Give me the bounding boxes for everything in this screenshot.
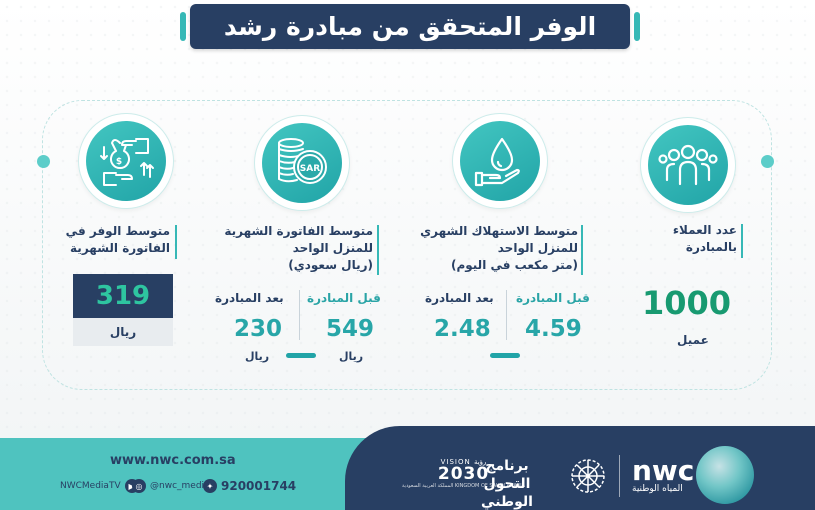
- panel-dot-left: [37, 155, 50, 168]
- customers-label: عدد العملاء بالمبادرة: [617, 222, 737, 256]
- title-banner: الوفر المتحقق من مبادرة رشد: [180, 4, 640, 49]
- customers-label-line1: عدد العملاء: [672, 223, 737, 237]
- water-drop-hand-icon: [474, 137, 520, 187]
- bill-label-bar: [377, 225, 379, 275]
- bill-decor-bar: [286, 353, 316, 358]
- customers-label-line2: بالمبادرة: [685, 240, 737, 254]
- bill-label-line2: للمنزل الواحد: [292, 241, 373, 255]
- consumption-after-value: 2.48: [434, 316, 491, 342]
- bill-before-label: قبل المبادرة: [307, 291, 381, 305]
- svg-text:SAR: SAR: [300, 164, 320, 174]
- consumption-icon-circle: [452, 113, 548, 209]
- page-title: الوفر المتحقق من مبادرة رشد: [223, 12, 597, 41]
- savings-value-box: 319 ريال: [73, 274, 173, 346]
- panel-dot-right: [761, 155, 774, 168]
- twitter-phone[interactable]: ✦ 920001744: [203, 479, 296, 493]
- stats-panel: [42, 100, 772, 390]
- vision-subtitle: المملكة العربية السعودية KINGDOM OF SAUD…: [402, 483, 526, 489]
- consumption-label-line1: متوسط الاستهلاك الشهري: [420, 224, 578, 238]
- consumption-label-bar: [581, 225, 583, 275]
- bill-label-line1: متوسط الفاتورة الشهرية: [224, 224, 373, 238]
- bill-label: متوسط الفاتورة الشهرية للمنزل الواحد (ري…: [203, 223, 373, 274]
- youtube-handle[interactable]: NWCMediaTV ▶: [60, 479, 139, 493]
- consumption-before-value: 4.59: [525, 316, 582, 342]
- nwc-arabic-name: المياه الوطنية: [632, 484, 683, 494]
- sar-coins-icon: SAR: [278, 138, 327, 184]
- consumption-label: متوسط الاستهلاك الشهري للمنزل الواحد (مت…: [408, 223, 578, 274]
- consumption-after-label: بعد المبادرة: [425, 291, 494, 305]
- ntp-emblem-icon: [571, 459, 605, 493]
- consumption-label-line3: (متر مكعب في اليوم): [450, 258, 578, 272]
- savings-label-line1: متوسط الوفر في: [65, 224, 170, 238]
- instagram-icon: ◎: [132, 479, 146, 493]
- bill-after-unit: ريال: [245, 350, 270, 363]
- logo-separator: [619, 455, 620, 497]
- consumption-separator: [506, 290, 507, 340]
- website-link[interactable]: www.nwc.com.sa: [110, 453, 236, 468]
- bill-before-unit: ريال: [339, 350, 364, 363]
- nwc-wordmark: nwc: [632, 454, 695, 487]
- ntp-line1: برنامج التحول: [483, 458, 531, 492]
- consumption-label-line2: للمنزل الواحد: [497, 241, 578, 255]
- consumption-decor-bar: [490, 353, 520, 358]
- nwc-logo: nwc المياه الوطنية: [632, 454, 695, 495]
- bill-after-label: بعد المبادرة: [215, 291, 284, 305]
- savings-label-line2: الفاتورة الشهرية: [70, 241, 170, 255]
- savings-icon-circle: $: [78, 113, 174, 209]
- customers-unit: عميل: [677, 333, 709, 347]
- customers-value: 1000: [642, 284, 732, 322]
- bill-separator: [299, 290, 300, 340]
- bill-before-value: 549: [326, 316, 375, 342]
- svg-text:$: $: [116, 157, 122, 167]
- phone-number: 920001744: [221, 479, 297, 493]
- money-exchange-icon: $: [100, 138, 154, 186]
- vision-2030-logo: VISION رؤية 2030 المملكة العربية السعودي…: [402, 458, 525, 489]
- nwc-drop-icon: [696, 446, 754, 504]
- vision-year: 2030: [437, 464, 490, 484]
- consumption-before-label: قبل المبادرة: [516, 291, 590, 305]
- instagram-handle[interactable]: ◎ @nwc_media: [132, 479, 210, 493]
- customers-label-bar: [741, 224, 743, 258]
- bill-icon-circle: SAR: [254, 115, 350, 211]
- savings-value: 319: [95, 281, 151, 311]
- savings-label-bar: [175, 225, 177, 259]
- instagram-handle-text: @nwc_media: [150, 481, 210, 491]
- twitter-icon: ✦: [203, 479, 217, 493]
- bill-label-line3: (ريال سعودي): [288, 258, 373, 272]
- savings-unit: ريال: [109, 325, 137, 339]
- vision-label: VISION رؤية: [440, 458, 487, 466]
- savings-label: متوسط الوفر في الفاتورة الشهرية: [50, 223, 170, 257]
- people-group-icon: [658, 144, 718, 186]
- ntp-line2: الوطني: [481, 494, 533, 510]
- youtube-handle-text: NWCMediaTV: [60, 481, 121, 491]
- ntp-logo-text: برنامج التحول الوطني: [472, 457, 542, 510]
- bill-after-value: 230: [234, 316, 283, 342]
- customers-icon-circle: [640, 117, 736, 213]
